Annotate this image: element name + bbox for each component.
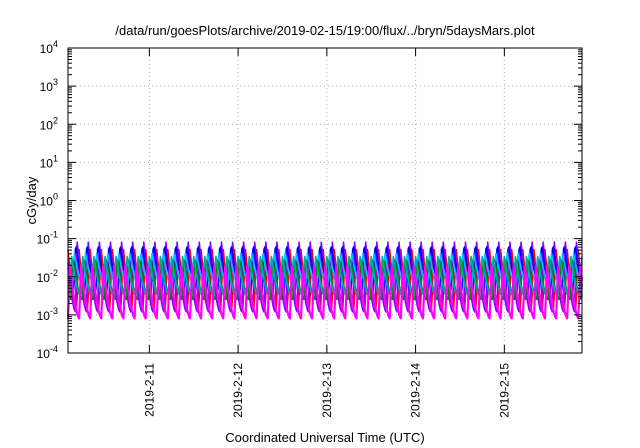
y-tick-label: 101 (40, 153, 58, 170)
axis-ticks: 10-410-310-210-11001011021031042019-2-11… (37, 39, 582, 418)
series-line-7 (66, 265, 584, 320)
y-tick-label: 100 (40, 192, 58, 209)
chart-title: /data/run/goesPlots/archive/2019-02-15/1… (115, 23, 535, 38)
x-axis-label: Coordinated Universal Time (UTC) (225, 430, 424, 445)
series-group (66, 241, 584, 320)
y-tick-base: 10 (37, 309, 51, 323)
y-tick-label: 10-2 (37, 268, 58, 285)
x-tick-label: 2019-2-14 (409, 363, 423, 418)
y-tick-base: 10 (40, 42, 54, 56)
y-tick-base: 10 (37, 347, 51, 361)
y-tick-exponent: -4 (50, 344, 58, 354)
y-tick-exponent: -2 (50, 268, 58, 278)
y-tick-base: 10 (40, 156, 54, 170)
y-tick-base: 10 (40, 195, 54, 209)
y-tick-label: 10-1 (37, 230, 58, 247)
x-tick-label: 2019-2-13 (320, 363, 334, 418)
y-tick-base: 10 (40, 118, 54, 132)
y-tick-label: 10-3 (37, 306, 58, 323)
y-tick-base: 10 (37, 271, 51, 285)
y-tick-label: 103 (40, 77, 58, 94)
y-tick-exponent: -1 (50, 230, 58, 240)
y-tick-label: 102 (40, 115, 58, 132)
y-tick-exponent: -3 (50, 306, 58, 316)
x-tick-label: 2019-2-11 (142, 363, 156, 417)
y-tick-exponent: 3 (53, 77, 58, 87)
y-tick-exponent: 0 (53, 192, 58, 202)
y-tick-exponent: 2 (53, 115, 58, 125)
x-tick-label: 2019-2-15 (497, 363, 511, 418)
y-tick-label: 104 (40, 39, 58, 56)
y-tick-exponent: 4 (53, 39, 58, 49)
y-axis-label: cGy/day (24, 176, 39, 224)
x-tick-label: 2019-2-12 (231, 363, 245, 418)
y-tick-base: 10 (37, 233, 51, 247)
y-tick-base: 10 (40, 80, 54, 94)
y-tick-exponent: 1 (53, 153, 58, 163)
y-tick-label: 10-4 (37, 344, 58, 361)
